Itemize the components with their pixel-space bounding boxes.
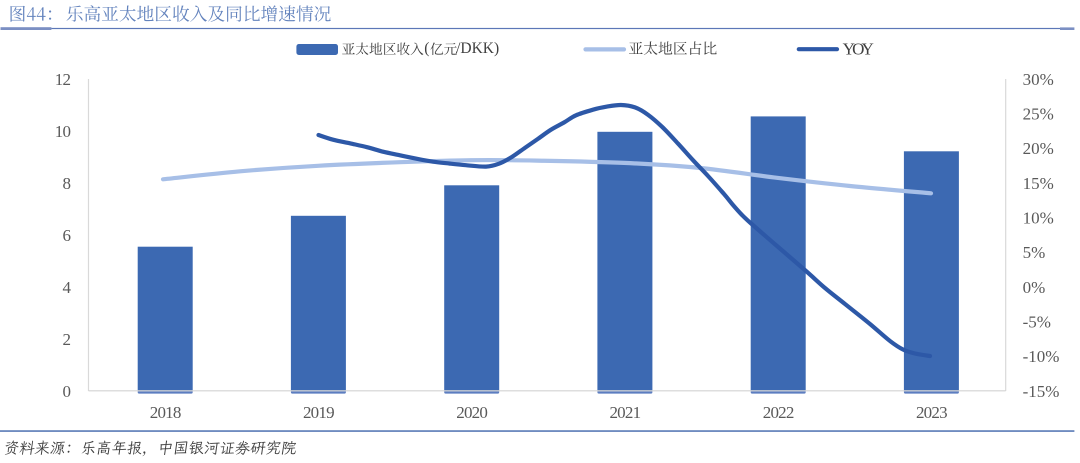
- svg-text:2022: 2022: [763, 403, 794, 422]
- svg-text:5%: 5%: [1023, 243, 1046, 262]
- svg-text:(: (: [424, 40, 429, 57]
- svg-text:2023: 2023: [916, 403, 947, 422]
- svg-text:2020: 2020: [456, 403, 487, 422]
- svg-text:0: 0: [62, 382, 70, 401]
- svg-text:30%: 30%: [1023, 70, 1054, 89]
- svg-text:2019: 2019: [303, 403, 334, 422]
- svg-text:20%: 20%: [1023, 139, 1054, 158]
- svg-text:-5%: -5%: [1023, 313, 1051, 332]
- svg-text:2018: 2018: [150, 403, 181, 422]
- svg-text:15%: 15%: [1023, 174, 1054, 193]
- svg-text:/DKK): /DKK): [456, 40, 499, 57]
- svg-text:4: 4: [62, 278, 71, 297]
- svg-text:25%: 25%: [1023, 105, 1054, 124]
- svg-text:10%: 10%: [1023, 209, 1054, 228]
- svg-text:YOY: YOY: [843, 40, 874, 59]
- svg-text:-10%: -10%: [1023, 347, 1060, 366]
- svg-text:6: 6: [62, 226, 70, 245]
- svg-text:12: 12: [55, 70, 71, 89]
- svg-text:0%: 0%: [1023, 278, 1046, 297]
- svg-text:8: 8: [62, 174, 70, 193]
- svg-text:2021: 2021: [609, 403, 640, 422]
- svg-text:2: 2: [62, 330, 70, 349]
- svg-text:-15%: -15%: [1023, 382, 1060, 401]
- svg-text:10: 10: [55, 122, 71, 141]
